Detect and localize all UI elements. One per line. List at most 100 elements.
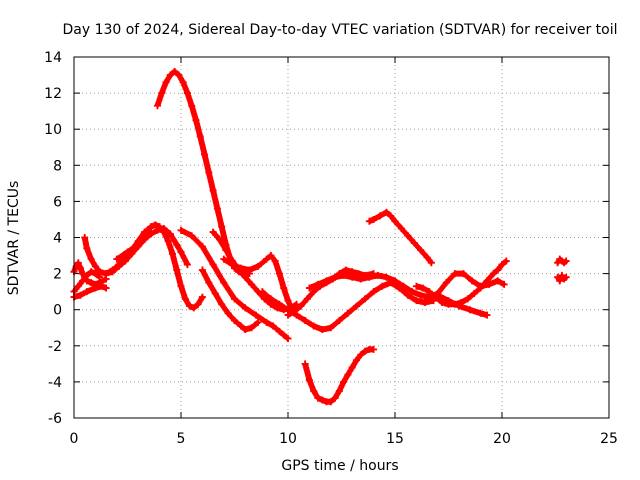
- data-point: [83, 244, 91, 252]
- y-tick-labels: -6 -4 -2 0 2 4 6 8 10 12 14: [44, 50, 62, 427]
- data-point: [237, 322, 245, 330]
- data-point: [151, 221, 159, 229]
- data-point: [158, 89, 166, 97]
- data-point: [498, 261, 506, 269]
- plot-frame: [73, 56, 610, 419]
- data-point: [83, 288, 91, 296]
- data-point: [254, 262, 262, 270]
- data-point: [96, 268, 104, 276]
- x-tick-label: 25: [600, 431, 618, 447]
- data-point: [271, 257, 279, 265]
- data-point: [340, 378, 348, 386]
- data-point: [168, 250, 176, 258]
- data-point: [468, 277, 476, 285]
- data-point: [153, 226, 161, 234]
- data-point: [198, 293, 206, 301]
- series-arc-s: [554, 255, 570, 267]
- data-point: [554, 273, 562, 281]
- data-point: [397, 224, 405, 232]
- data-point: [477, 284, 485, 292]
- data-point: [205, 169, 213, 177]
- y-tick-label: 10: [44, 122, 62, 138]
- x-tick-labels: 0 5 10 15 20 25: [70, 431, 618, 447]
- data-point: [166, 71, 174, 79]
- data-point: [245, 266, 253, 274]
- data-point: [124, 248, 131, 256]
- data-point: [141, 228, 149, 236]
- y-tick-label: -4: [48, 375, 62, 391]
- data-point: [134, 241, 142, 249]
- data-point: [248, 324, 256, 332]
- data-point: [335, 387, 343, 395]
- y-tick-label: 12: [44, 86, 62, 102]
- data-point: [442, 279, 450, 287]
- data-point: [194, 300, 202, 308]
- data-point: [190, 304, 198, 312]
- series-arc-l: [258, 279, 438, 334]
- series-arc-i: [198, 266, 262, 334]
- data-point: [173, 241, 181, 249]
- data-point: [348, 273, 356, 281]
- data-point: [301, 317, 309, 325]
- data-point: [352, 356, 360, 364]
- data-point: [241, 326, 249, 334]
- data-point: [303, 295, 311, 303]
- data-point: [87, 255, 95, 263]
- data-point: [91, 262, 99, 270]
- data-point: [231, 295, 238, 303]
- data-points: [70, 67, 570, 406]
- data-point: [483, 311, 491, 319]
- data-point: [554, 259, 562, 267]
- data-point: [425, 288, 433, 296]
- data-point: [391, 277, 399, 285]
- y-tick-label: -6: [48, 411, 62, 427]
- data-point: [344, 309, 352, 317]
- data-point: [466, 306, 474, 314]
- data-point: [76, 264, 84, 272]
- data-point: [76, 291, 84, 299]
- data-point: [263, 318, 271, 326]
- data-point: [382, 208, 390, 216]
- data-point: [370, 345, 378, 353]
- y-tick-label: 2: [53, 267, 62, 283]
- data-point: [109, 266, 117, 274]
- data-point: [74, 259, 82, 267]
- data-point: [263, 255, 271, 263]
- data-point: [147, 230, 155, 238]
- data-point: [162, 78, 170, 86]
- x-tick-label: 0: [70, 431, 79, 447]
- data-point: [284, 335, 292, 343]
- series-arc-f: [113, 224, 191, 269]
- data-point: [267, 295, 275, 303]
- data-point: [79, 277, 87, 285]
- data-point: [382, 273, 390, 281]
- data-point: [196, 132, 204, 140]
- data-point: [323, 277, 331, 285]
- data-point: [188, 102, 196, 110]
- data-point: [404, 232, 412, 240]
- series-arc-e: [102, 221, 206, 312]
- y-axis-label: SDTVAR / TECUs: [6, 181, 22, 296]
- data-point: [280, 284, 288, 292]
- data-point: [502, 257, 510, 265]
- data-point: [205, 279, 213, 287]
- data-point: [301, 360, 309, 368]
- data-point: [179, 78, 187, 86]
- data-point: [254, 318, 262, 326]
- data-point: [241, 304, 249, 312]
- data-point: [556, 277, 564, 285]
- series-arc-h: [177, 226, 292, 343]
- data-point: [378, 282, 386, 290]
- data-point: [192, 116, 200, 124]
- data-point: [318, 326, 326, 334]
- data-point: [410, 239, 418, 247]
- y-tick-label: 4: [53, 231, 62, 247]
- data-point: [218, 300, 226, 308]
- data-point: [370, 215, 378, 223]
- data-point: [91, 284, 99, 292]
- data-point: [408, 288, 416, 296]
- data-point: [284, 297, 292, 305]
- data-point: [352, 302, 360, 310]
- data-point: [400, 282, 408, 290]
